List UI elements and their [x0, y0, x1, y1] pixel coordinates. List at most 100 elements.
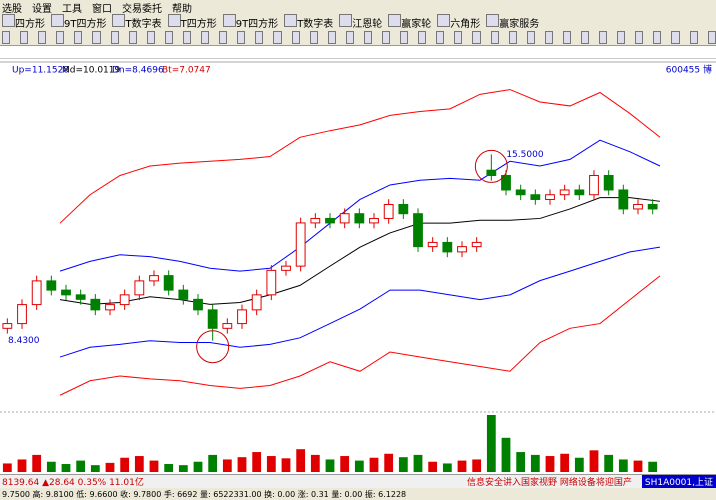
band-line — [59, 139, 661, 272]
candle-body — [237, 309, 247, 325]
band-line — [59, 246, 661, 358]
tool-icon[interactable] — [237, 31, 246, 44]
tool-icon[interactable] — [635, 31, 644, 44]
tool-icon[interactable] — [164, 31, 173, 44]
volume-bar — [178, 465, 188, 472]
candle-body — [589, 174, 599, 196]
candle-body — [251, 294, 262, 311]
tool-icon[interactable] — [38, 31, 47, 44]
tool-icon[interactable] — [454, 31, 463, 44]
candle-body — [647, 203, 658, 210]
tab-button[interactable]: 四方形 — [2, 14, 45, 30]
annotation-label: 8.4300 — [8, 336, 40, 346]
tool-icon[interactable] — [562, 31, 571, 44]
band-line — [59, 275, 661, 396]
candle-body — [222, 323, 233, 329]
tool-icon[interactable] — [581, 31, 590, 44]
candle-body — [281, 265, 291, 271]
tool-icon[interactable] — [92, 31, 101, 44]
candle-body — [61, 289, 71, 296]
volume-bar — [222, 459, 232, 472]
tool-icon[interactable] — [309, 31, 318, 44]
tab-button[interactable]: T四方形 — [167, 14, 217, 30]
tab-button[interactable]: 六角形 — [437, 14, 480, 30]
volume-bar — [457, 460, 467, 472]
candle-body — [325, 217, 335, 224]
tool-icon[interactable] — [599, 31, 608, 44]
tab-button[interactable]: 赢家轮 — [388, 14, 431, 30]
candle-body — [603, 174, 614, 191]
highlight-circle — [474, 149, 508, 183]
tool-icon[interactable] — [110, 31, 119, 44]
tool-icon[interactable] — [436, 31, 445, 44]
tool-icon[interactable] — [345, 31, 354, 44]
tool-icon[interactable] — [689, 31, 698, 44]
candle-body — [90, 298, 101, 311]
candle-body — [559, 189, 570, 196]
tool-icon[interactable] — [381, 31, 391, 44]
tool-icon[interactable] — [707, 31, 716, 44]
tab-button[interactable]: 9T四方形 — [51, 14, 106, 30]
candle-body — [354, 213, 365, 224]
tool-icon[interactable] — [490, 31, 499, 44]
volume-bar — [32, 454, 42, 472]
tab-icon — [222, 14, 236, 27]
menu-item[interactable]: 交易委托 — [122, 3, 162, 15]
volume-bar — [90, 465, 100, 472]
tab-label: 江恩轮 — [352, 19, 383, 30]
tab-button[interactable]: T数字表 — [284, 14, 333, 30]
status-bar: 8139.64 ▲28.64 0.35% 11.01亿 信息安全讲入国家视野 网… — [0, 474, 716, 488]
tab-button[interactable]: 9T四方形 — [222, 14, 278, 30]
tab-button[interactable]: T数字表 — [112, 14, 162, 30]
tool-icon[interactable] — [508, 31, 517, 44]
tab-icon — [486, 14, 500, 27]
tool-icon[interactable] — [20, 31, 29, 44]
tool-icon[interactable] — [363, 31, 372, 44]
candle-body — [266, 269, 277, 296]
tool-icon[interactable] — [653, 31, 662, 44]
tool-icon[interactable] — [219, 31, 228, 44]
tab-button[interactable]: 赢家服务 — [486, 14, 539, 30]
menu-item[interactable]: 窗口 — [92, 3, 112, 15]
volume-bar — [501, 437, 511, 472]
candle-body — [46, 280, 57, 291]
toolbar — [0, 30, 716, 46]
tool-icon[interactable] — [56, 31, 65, 44]
menu-item[interactable]: 设置 — [32, 3, 52, 15]
tool-icon[interactable] — [146, 31, 155, 44]
tool-icon[interactable] — [671, 31, 680, 44]
volume-bar — [413, 454, 423, 472]
tool-icon[interactable] — [128, 31, 137, 44]
menu-item[interactable]: 帮助 — [172, 3, 192, 15]
tool-icon[interactable] — [273, 31, 282, 44]
volume-bar — [486, 415, 496, 472]
tool-icon[interactable] — [400, 31, 409, 44]
tool-icon[interactable] — [544, 31, 553, 44]
band-line — [59, 89, 661, 224]
tool-icon[interactable] — [526, 31, 535, 44]
volume-bar — [530, 454, 540, 472]
tool-icon[interactable] — [255, 31, 264, 44]
volume-bar — [516, 452, 526, 472]
band-line — [59, 197, 661, 305]
menu-item[interactable]: 工具 — [62, 3, 82, 15]
volume-bar — [560, 453, 570, 472]
menu-item[interactable]: 选股 — [2, 3, 22, 15]
tool-icon[interactable] — [201, 31, 210, 44]
volume-bar — [574, 457, 584, 472]
tool-icon[interactable] — [74, 31, 83, 44]
candle-body — [457, 246, 467, 253]
tool-icon[interactable] — [472, 31, 481, 44]
tool-icon[interactable] — [291, 31, 300, 44]
candle-body — [530, 194, 541, 200]
tool-icon[interactable] — [182, 31, 192, 44]
tool-icon[interactable] — [418, 31, 427, 44]
tool-icon[interactable] — [617, 31, 626, 44]
tool-icon[interactable] — [327, 31, 336, 44]
tab-button[interactable]: 江恩轮 — [339, 14, 382, 30]
tool-icon[interactable] — [2, 31, 11, 44]
tab-label: 赢家服务 — [499, 19, 540, 30]
tab-icon — [437, 14, 451, 27]
candle-body — [398, 203, 409, 215]
